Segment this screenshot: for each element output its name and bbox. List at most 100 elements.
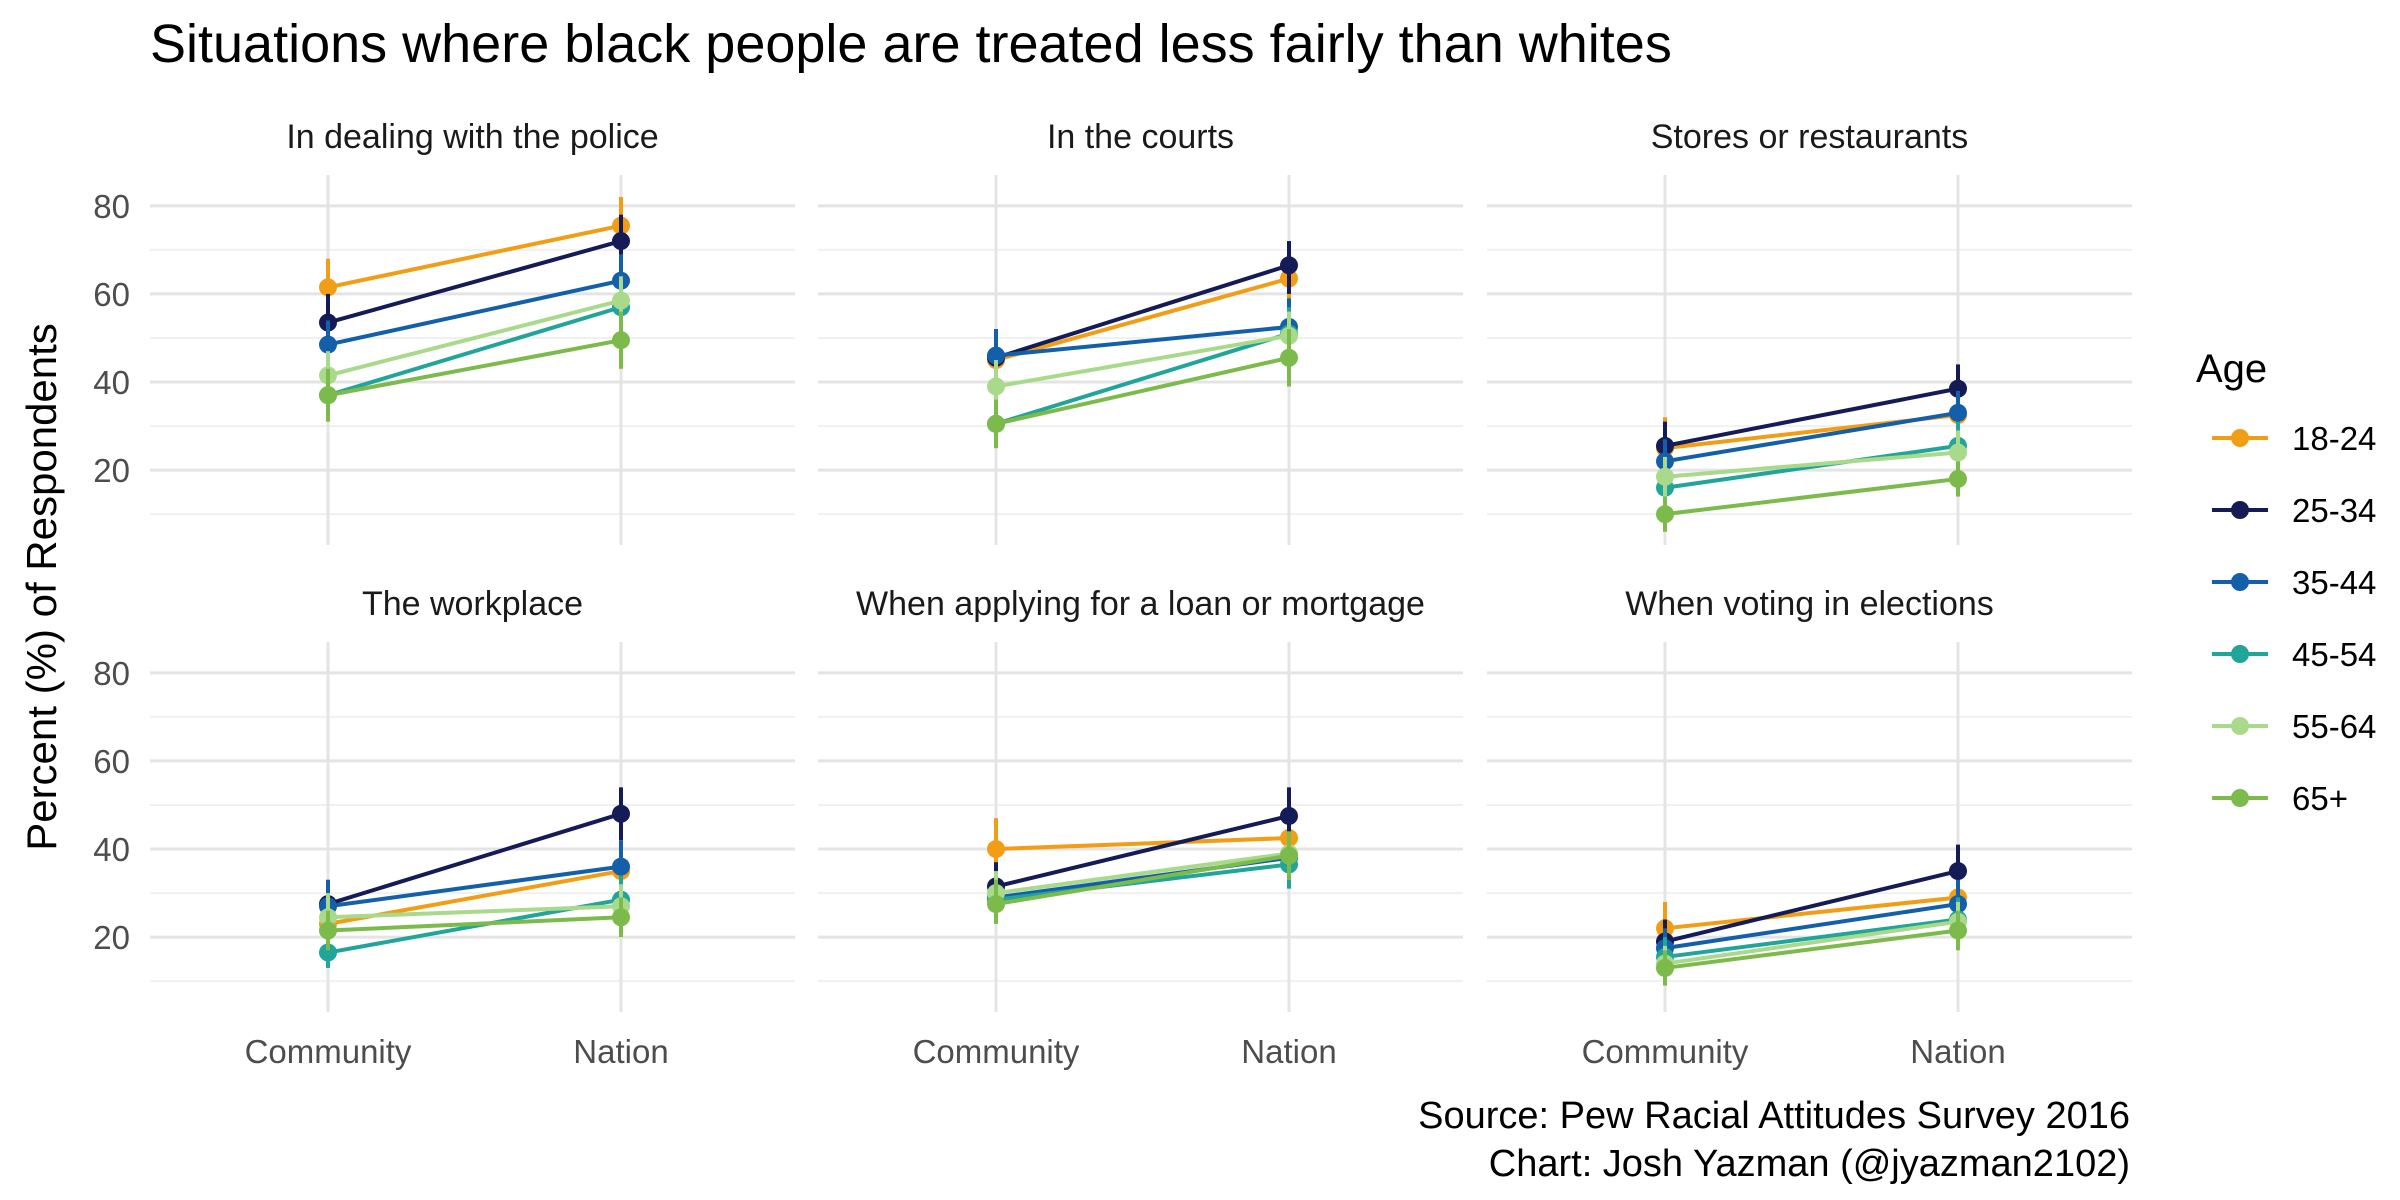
data-point [612,331,630,350]
series-line [1664,902,1959,951]
data-point [1949,379,1967,398]
legend-marker [2231,717,2249,735]
data-point [987,377,1005,396]
panel-in-dealing-with-the-police: In dealing with the police 20 40 60 80 [93,118,795,545]
series-55-64 [987,311,1298,413]
data-point [319,943,337,962]
data-point [987,840,1005,859]
legend-label: 55-64 [2292,708,2376,745]
series-line [1664,917,1959,959]
data-point [319,278,337,297]
legend-label: 18-24 [2292,420,2376,457]
series-line [995,276,1290,362]
series-line [327,904,622,920]
data-point [1656,467,1674,486]
data-point [319,386,337,405]
series-line [327,305,622,398]
series-line [327,239,622,325]
data-point [319,921,337,940]
y-tick-label: 80 [93,655,130,692]
series-line [995,333,1290,389]
legend-label: 25-34 [2292,492,2376,529]
x-tick-label: Community [245,1033,412,1070]
series-line [995,324,1290,358]
panel-title: When applying for a loan or mortgage [856,585,1425,623]
series-line [995,853,1290,907]
panel-in-the-courts: In the courts [818,118,1463,545]
series-line [1664,869,1959,944]
legend-marker [2231,645,2249,663]
panel-stores-or-restaurants: Stores or restaurants [1487,118,2132,545]
data-point [1280,256,1298,275]
y-tick-label: 40 [93,364,130,401]
series-line [995,836,1290,852]
legend-item-25-34: 25-34 [2212,492,2376,529]
panel-the-workplace: The workplace 20 40 60 80 Community Nation [93,585,795,1070]
series-line [995,862,1290,902]
legend-item-45-54: 45-54 [2212,636,2376,673]
panel-title: The workplace [362,585,583,623]
panel-title: In the courts [1047,118,1234,156]
x-tick-label: Nation [573,1033,668,1070]
panel-when-voting-in-elections: When voting in elections Community Nation [1487,585,2132,1070]
data-point [1656,958,1674,977]
y-tick-label: 20 [93,452,130,489]
series-line [995,814,1290,889]
x-tick-label: Community [1582,1033,1749,1070]
series-line [1664,476,1959,517]
x-tick-label: Nation [1241,1033,1336,1070]
series-line [1664,919,1959,966]
legend-item-65: 65+ [2212,780,2348,817]
legend-item-55-64: 55-64 [2212,708,2376,745]
legend-title: Age [2196,347,2267,391]
series-18-24 [1656,386,1967,475]
panel-title: Stores or restaurants [1651,118,1968,156]
data-point [1280,846,1298,865]
legend-label: 45-54 [2292,636,2376,673]
data-point [612,232,630,251]
legend-marker [2231,501,2249,519]
series-65 [319,897,630,951]
data-point [1280,348,1298,367]
data-point [612,908,630,927]
facet-panels: In dealing with the police 20 40 60 80 In the… [93,118,2132,1070]
series-line [327,811,622,906]
series-65 [1656,910,1967,986]
data-point [1280,806,1298,825]
legend-marker [2231,429,2249,447]
y-tick-label: 40 [93,831,130,868]
legend-marker [2231,789,2249,807]
legend-item-35-44: 35-44 [2212,564,2376,601]
legend-item-18-24: 18-24 [2212,420,2376,457]
series-line [1664,443,1959,490]
series-18-24 [987,249,1298,391]
data-point [1949,862,1967,881]
panel-title: When voting in elections [1625,585,1994,623]
caption-credit: Chart: Josh Yazman (@jyazman2102) [1489,1143,2130,1185]
series-45-54 [319,875,630,968]
data-point [987,895,1005,914]
y-axis-label: Percent (%) of Respondents [18,323,65,851]
series-line [1664,386,1959,448]
data-point [319,335,337,354]
series-line [327,278,622,347]
series-line [1664,410,1959,464]
panel-when-applying-for-a-loan-or-mortgage: When applying for a loan or mortgage Comm… [818,585,1463,1070]
y-tick-label: 20 [93,919,130,956]
legend-label: 65+ [2292,780,2348,817]
y-tick-label: 80 [93,188,130,225]
series-line [995,331,1290,426]
series-line [327,298,622,378]
data-point [1949,403,1967,422]
chart-title: Situations where black people are treate… [150,14,1672,74]
series-65 [1656,461,1967,532]
series-line [995,851,1290,896]
series-25-34 [1656,844,1967,964]
data-point [1656,505,1674,524]
data-point [987,414,1005,433]
series-55-64 [1656,430,1967,497]
data-point [612,291,630,310]
series-line [995,263,1290,360]
series-line [1664,928,1959,970]
